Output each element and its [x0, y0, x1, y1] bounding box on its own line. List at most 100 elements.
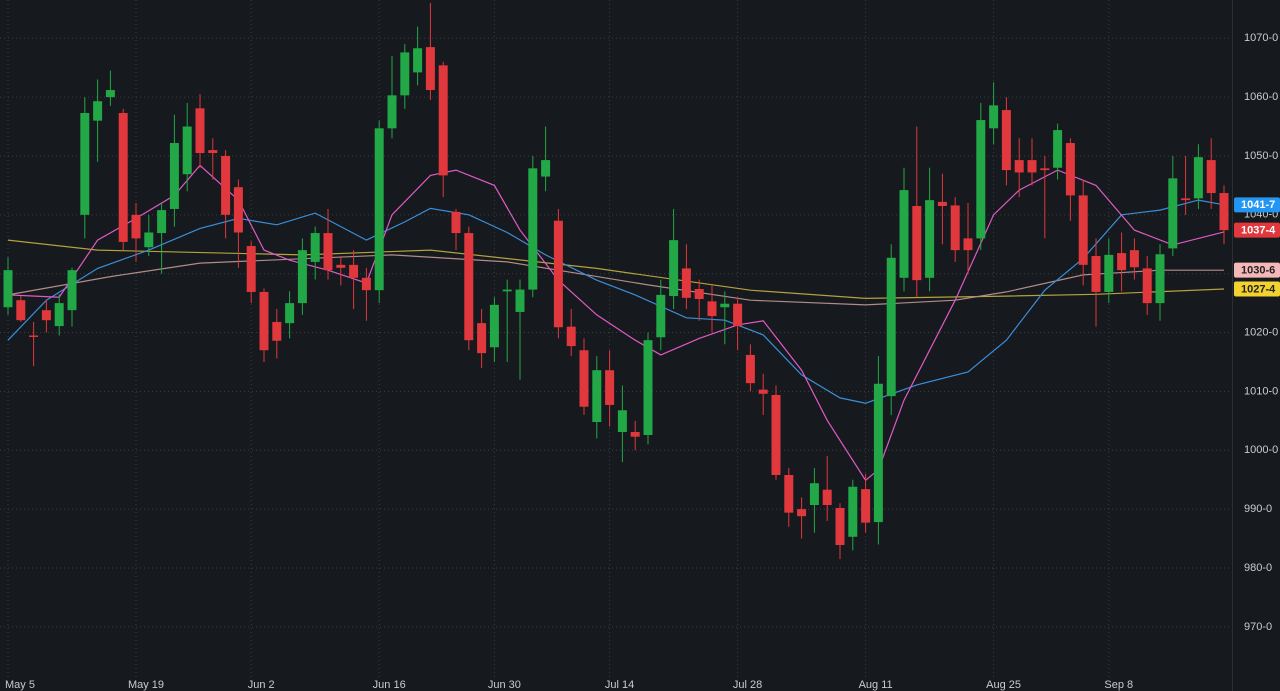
candle-body	[349, 264, 359, 278]
candle-body	[937, 201, 947, 207]
y-tick-label: 970-0	[1244, 621, 1272, 633]
candle-body	[131, 214, 141, 239]
x-tick-label: Aug 11	[859, 679, 893, 691]
candle-body	[950, 205, 960, 251]
candle-body	[784, 474, 794, 513]
candle-body	[400, 52, 410, 96]
candle-body	[195, 108, 205, 154]
candle-body	[29, 335, 39, 337]
price-tag-label: 1027-4	[1241, 283, 1276, 295]
candle-body	[733, 303, 743, 327]
candle-body	[1001, 110, 1011, 171]
candle-body	[233, 187, 243, 233]
candle-body	[797, 509, 807, 517]
candle-body	[1065, 143, 1075, 196]
x-tick-label: Jun 30	[488, 679, 521, 691]
candle-body	[246, 246, 256, 292]
candle-body	[169, 143, 179, 209]
candles	[3, 2, 1229, 560]
candle-body	[1193, 157, 1203, 199]
candle-body	[1181, 198, 1191, 201]
candle-body	[118, 113, 128, 242]
candle-body	[592, 370, 602, 423]
candle-body	[1014, 160, 1024, 173]
x-tick-label: Jul 14	[605, 679, 634, 691]
candle-body	[374, 128, 384, 291]
candle-body	[413, 48, 423, 73]
moving-average-line	[7, 164, 1225, 482]
candle-body	[669, 240, 679, 297]
candle-body	[1091, 256, 1101, 292]
candle-body	[323, 233, 333, 271]
y-tick-label: 980-0	[1244, 562, 1272, 574]
candle-body	[1206, 160, 1216, 194]
price-tag	[1234, 281, 1280, 297]
candle-body	[848, 486, 858, 537]
candle-body	[16, 300, 26, 321]
x-tick-label: Jul 28	[733, 679, 762, 691]
candle-body	[259, 291, 269, 351]
x-tick-label: Jun 16	[373, 679, 406, 691]
candle-body	[835, 507, 845, 546]
candle-body	[861, 489, 871, 523]
candle-body	[54, 303, 64, 327]
candle-body	[720, 303, 730, 308]
candle-body	[387, 95, 397, 129]
candle-body	[1219, 193, 1229, 231]
candle-body	[285, 303, 295, 324]
candle-body	[1168, 178, 1178, 249]
candle-body	[451, 211, 461, 234]
candle-body	[1078, 195, 1088, 265]
price-tag-label: 1041-7	[1241, 199, 1275, 211]
candle-body	[272, 321, 282, 341]
candle-body	[1104, 254, 1114, 292]
candle-body	[221, 155, 231, 215]
y-tick-label: 1010-0	[1244, 385, 1278, 397]
candle-body	[745, 354, 755, 384]
y-tick-label: 1070-0	[1244, 32, 1278, 44]
candle-body	[963, 238, 973, 251]
y-tick-label: 1050-0	[1244, 150, 1278, 162]
candle-body	[758, 389, 768, 394]
y-tick-label: 1020-0	[1244, 326, 1278, 338]
candle-body	[477, 323, 487, 354]
candle-body	[925, 200, 935, 278]
candle-body	[886, 257, 896, 397]
candle-body	[336, 264, 346, 268]
candle-body	[528, 168, 538, 290]
candle-body	[579, 350, 589, 407]
candle-body	[694, 288, 704, 300]
candle-body	[630, 432, 640, 437]
candle-body	[41, 310, 51, 321]
candle-body	[464, 233, 474, 341]
candle-body	[541, 160, 551, 177]
candle-body	[425, 47, 435, 91]
candle-body	[80, 113, 90, 215]
y-tick-label: 990-0	[1244, 503, 1272, 515]
candle-body	[771, 394, 781, 475]
candle-body	[1129, 250, 1139, 268]
candle-body	[208, 150, 218, 154]
candle-body	[297, 250, 307, 304]
candle-body	[822, 489, 832, 506]
candle-body	[182, 126, 192, 175]
candle-body	[617, 410, 627, 433]
x-tick-label: Aug 25	[986, 679, 1021, 691]
candle-body	[144, 232, 154, 248]
x-tick-label: Jun 2	[248, 679, 275, 691]
candle-body	[1142, 268, 1152, 304]
candle-body	[105, 90, 115, 98]
candle-body	[515, 289, 525, 312]
candle-body	[3, 270, 13, 308]
candle-body	[157, 210, 167, 234]
candle-body	[656, 294, 666, 338]
candle-body	[809, 483, 819, 506]
candle-body	[310, 233, 320, 262]
price-tag	[1234, 262, 1280, 278]
candle-body	[707, 301, 717, 317]
candle-body	[873, 383, 883, 523]
candle-body	[989, 105, 999, 129]
candle-body	[566, 326, 576, 347]
